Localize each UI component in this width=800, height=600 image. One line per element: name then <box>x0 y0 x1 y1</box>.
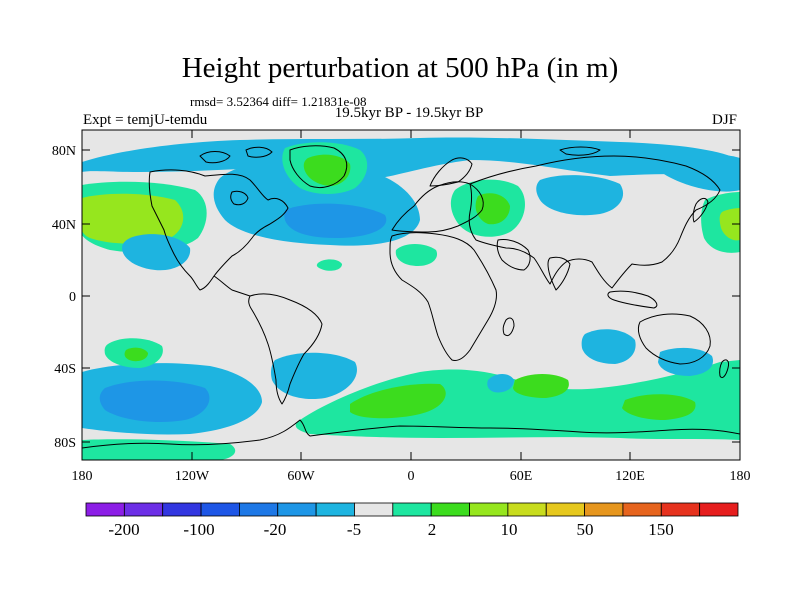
lon-label: 0 <box>408 469 415 484</box>
lon-labels: 180 120W 60W 0 60E 120E 180 <box>72 469 751 484</box>
season-label: DJF <box>712 112 738 128</box>
colorbar-swatch <box>162 502 202 517</box>
lon-label: 60W <box>287 469 315 484</box>
contour-region-south-america-low <box>271 352 357 400</box>
contour-region-pacific-high-east-core <box>719 208 740 241</box>
colorbar-swatch <box>315 502 355 517</box>
colorbar-swatch <box>660 502 701 517</box>
coast-scandinavia <box>429 157 473 187</box>
colorbar-swatch <box>545 502 585 517</box>
contour-region-australia-low <box>658 347 714 376</box>
coast-hudson-bay <box>230 190 249 206</box>
coast-australia <box>637 313 711 365</box>
coast-arctic-islands <box>199 146 601 164</box>
coast-africa <box>389 232 497 361</box>
coast-india <box>547 256 571 291</box>
coast-japan <box>692 197 709 223</box>
coast-new-zealand <box>719 359 729 379</box>
colorbar-label: 2 <box>428 520 437 539</box>
coastlines <box>82 145 740 449</box>
colorbar-label: -200 <box>108 520 139 539</box>
contour-region-southern-ring-high <box>295 360 740 440</box>
lat-labels: 80N 40N 0 40S 80S <box>52 144 76 451</box>
colorbar-label: 150 <box>648 520 674 539</box>
contour-region-pacific-high-west-core <box>82 193 184 244</box>
colorbar-label: -100 <box>183 520 214 539</box>
colorbar-labels: -200 -100 -20 -5 2 10 50 150 <box>108 520 673 539</box>
lon-label: 120W <box>175 469 210 484</box>
contour-fills <box>82 137 740 460</box>
lat-label: 80S <box>54 436 76 451</box>
period-label: 19.5kyr BP - 19.5kyr BP <box>334 105 484 121</box>
colorbar-label: 10 <box>501 520 518 539</box>
contour-region-south-atlantic-high-core <box>350 383 446 419</box>
lat-label: 40N <box>52 218 76 233</box>
contour-region-southeast-pacific-high <box>622 394 696 420</box>
map-title: Height perturbation at 500 hPa (in m) <box>181 52 619 84</box>
coast-north-america <box>148 169 289 291</box>
colorbar-label: -20 <box>264 520 287 539</box>
colorbar-swatch <box>469 502 509 517</box>
colorbar-swatch <box>277 502 317 517</box>
lat-label: 0 <box>69 290 76 305</box>
coast-south-america <box>248 293 323 405</box>
coast-madagascar <box>502 317 515 337</box>
lat-label: 80N <box>52 144 76 159</box>
colorbar-swatch <box>123 502 164 517</box>
colorbar-swatch <box>507 502 547 517</box>
colorbar-label: -5 <box>347 520 361 539</box>
contour-region-siberia-low <box>536 175 624 216</box>
colorbar-swatch <box>392 502 432 517</box>
contour-region-north-atlantic-core <box>284 203 387 238</box>
lon-label: 180 <box>72 469 93 484</box>
stats-text: rmsd= 3.52364 diff= 1.21831e-08 <box>190 94 367 109</box>
colorbar-swatch <box>584 502 624 517</box>
lon-label: 60E <box>510 469 533 484</box>
contour-region-greenland-high-core <box>303 154 351 186</box>
colorbar-swatch <box>699 502 739 517</box>
contour-region-south-pacific-high-core <box>124 347 148 362</box>
colorbar-swatch <box>622 502 662 517</box>
contour-region-south-indian-edge-low <box>487 374 514 393</box>
coast-central-america <box>213 275 251 297</box>
coast-arabia <box>496 239 531 271</box>
colorbar-label: 50 <box>577 520 594 539</box>
colorbar-swatch <box>239 502 279 517</box>
contour-region-south-indian-low <box>581 329 636 364</box>
lat-label: 40S <box>54 362 76 377</box>
lon-label: 180 <box>730 469 751 484</box>
contour-region-africa-blob <box>395 244 438 266</box>
coast-asia <box>468 155 721 289</box>
colorbar-swatch <box>354 502 394 517</box>
colorbar-swatch <box>200 502 240 517</box>
experiment-label: Expt = temjU-temdu <box>83 112 208 128</box>
coast-greenland <box>289 145 348 189</box>
coast-europe <box>391 181 484 233</box>
contour-region-subtropic-dot <box>316 259 342 271</box>
colorbar <box>85 502 739 517</box>
coast-indonesia <box>607 290 658 309</box>
coast-antarctica <box>82 419 740 449</box>
contour-region-europe-high-core <box>475 193 510 225</box>
contour-region-south-indian-high-core <box>513 374 569 398</box>
contour-region-north-pacific-low <box>122 234 191 271</box>
contour-region-south-pacific-low-core <box>99 380 210 422</box>
colorbar-swatch <box>85 502 125 517</box>
lon-label: 120E <box>615 469 645 484</box>
colorbar-swatch <box>430 502 470 517</box>
axis-ticks <box>81 130 741 460</box>
